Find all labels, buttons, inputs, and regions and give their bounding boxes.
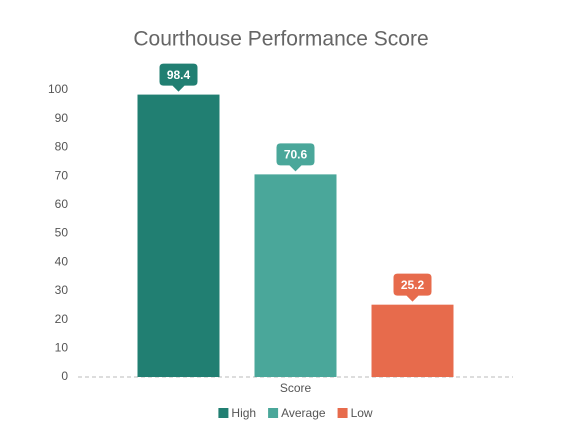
y-tick-label: 40 [55,254,69,268]
value-label-text: 70.6 [284,148,308,162]
value-label-box [276,143,315,172]
legend-label: High [231,406,256,420]
y-tick-label: 20 [55,312,69,326]
value-label: 98.4 [159,63,198,92]
value-label-box [159,63,198,92]
value-label: 70.6 [276,143,315,172]
y-tick-label: 0 [61,369,68,383]
legend-label: Average [281,406,326,420]
value-label-text: 98.4 [167,68,191,82]
bar [254,174,337,377]
y-tick-label: 100 [48,82,68,96]
y-tick-label: 30 [55,283,69,297]
chart-title: Courthouse Performance Score [133,28,428,51]
legend: High Average Low [218,406,373,420]
legend-swatch [218,408,229,418]
legend-swatch [337,408,348,418]
y-tick-label: 90 [55,111,69,125]
legend-label: Low [351,406,373,420]
legend-swatch [268,408,279,418]
y-tick-label: 50 [55,226,69,240]
y-tick-label: 80 [55,140,69,154]
bar [137,94,220,377]
y-tick-label: 10 [55,340,69,354]
y-tick-label: 60 [55,197,69,211]
value-label-text: 25.2 [401,278,425,292]
y-tick-label: 70 [55,168,69,182]
bar [371,304,454,377]
value-label: 25.2 [393,273,432,302]
x-tick-label: Score [280,381,312,395]
value-label-box [393,273,432,302]
